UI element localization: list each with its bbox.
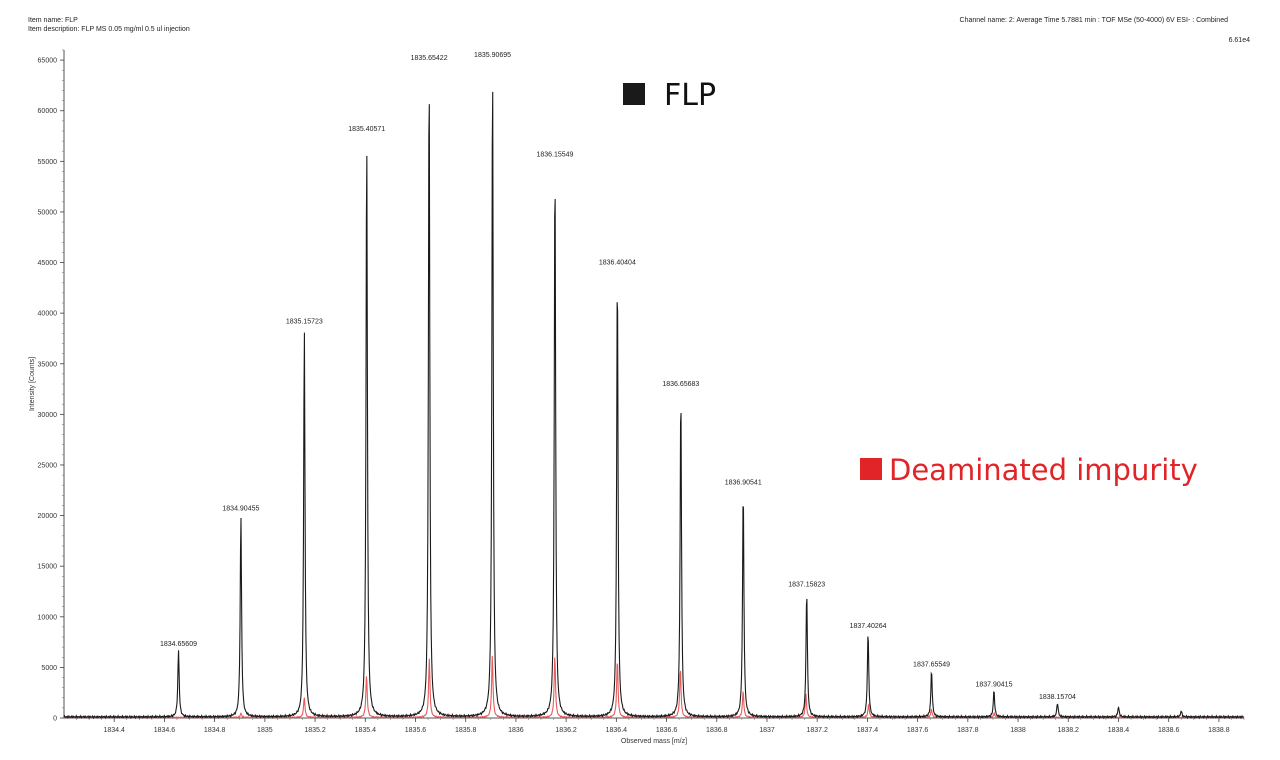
x-tick-label: 1837.2: [806, 727, 828, 734]
peak-label: 1836.65683: [662, 381, 699, 388]
legend-label-flp: FLP: [664, 78, 716, 113]
y-tick-label: 65000: [38, 58, 58, 65]
y-tick-label: 0: [53, 716, 57, 723]
x-tick-label: 1837: [759, 727, 775, 734]
x-tick-label: 1837.6: [907, 727, 929, 734]
axes: 0 5000 10000 15000 20000 25000 30000 35000 40000…: [29, 49, 1245, 745]
item-info: Item name: FLP Item description: FLP MS …: [28, 16, 190, 34]
y-tick-label: 25000: [38, 462, 58, 469]
peak-label: 1836.40404: [599, 260, 636, 267]
x-tick-label: 1836.8: [706, 727, 728, 734]
y-tick-label: 60000: [38, 108, 58, 115]
x-tick-label: 1838: [1010, 727, 1026, 734]
x-tick-label: 1838.4: [1108, 727, 1130, 734]
peak-label: 1838.15704: [1039, 694, 1076, 701]
y-tick-label: 5000: [41, 665, 57, 672]
peak-label: 1835.65422: [411, 55, 448, 62]
item-description: Item description: FLP MS 0.05 mg/ml 0.5 …: [28, 26, 190, 33]
channel-name: Channel name: 2: Average Time 5.7881 min…: [959, 17, 1228, 24]
peak-label: 1834.65609: [160, 641, 197, 648]
x-tick-label: 1834.6: [154, 727, 176, 734]
peak-label: 1836.90541: [725, 479, 762, 486]
x-axis-title: Observed mass [m/z]: [621, 738, 687, 745]
y-tick-label: 45000: [38, 260, 58, 267]
peak-label: 1837.65549: [913, 661, 950, 668]
peak-label: 1836.15549: [536, 151, 573, 158]
x-tick-label: 1836: [508, 727, 524, 734]
x-tick-label: 1838.8: [1208, 727, 1230, 734]
x-tick-label: 1836.4: [606, 727, 628, 734]
peak-label: 1834.90455: [222, 506, 259, 513]
x-tick-label: 1836.2: [555, 727, 577, 734]
peak-label: 1835.15723: [286, 318, 323, 325]
series-flp-trace: [63, 91, 1245, 720]
y-tick-label: 10000: [38, 614, 58, 621]
x-tick-label: 1835.4: [355, 727, 377, 734]
y-tick-label: 35000: [38, 361, 58, 368]
y-tick-label: 50000: [38, 209, 58, 216]
legend-swatch-deaminated: [860, 458, 882, 480]
x-tick-label: 1834.4: [104, 727, 126, 734]
legend-label-deaminated: Deaminated impurity: [889, 453, 1198, 487]
x-tick-label: 1835.2: [304, 727, 326, 734]
y-tick-label: 20000: [38, 513, 58, 520]
x-tick-label: 1837.8: [957, 727, 979, 734]
x-tick-label: 1837.4: [857, 727, 879, 734]
y-tick-label: 15000: [38, 564, 58, 571]
peak-label: 1837.15823: [788, 581, 825, 588]
peak-label: 1837.90415: [975, 682, 1012, 689]
peak-labels: 1834.65609 1834.90455 1835.15723 1835.40571…: [160, 52, 1076, 701]
y-axis-title: Intensity [Counts]: [29, 357, 36, 411]
peak-label: 1835.90695: [474, 52, 511, 59]
x-tick-label: 1835.6: [405, 727, 427, 734]
legend-swatch-flp: [623, 83, 645, 105]
x-tick-label: 1838.2: [1058, 727, 1080, 734]
x-tick-label: 1835: [257, 727, 273, 734]
x-tick-label: 1836.6: [656, 727, 678, 734]
x-tick-label: 1838.6: [1158, 727, 1180, 734]
peak-label: 1835.40571: [348, 126, 385, 133]
series-deaminated-trace: [63, 655, 1245, 719]
y-tick-label: 55000: [38, 159, 58, 166]
series-layer: [63, 91, 1245, 720]
y-tick-label: 30000: [38, 412, 58, 419]
item-name: Item name: FLP: [28, 17, 78, 24]
peak-label: 1837.40264: [850, 623, 887, 630]
x-tick-label: 1834.8: [204, 727, 226, 734]
intensity-scale: 6.61e4: [1228, 37, 1250, 44]
y-tick-label: 40000: [38, 311, 58, 318]
legend: FLP Deaminated impurity: [623, 78, 1198, 487]
x-tick-label: 1835.8: [455, 727, 477, 734]
